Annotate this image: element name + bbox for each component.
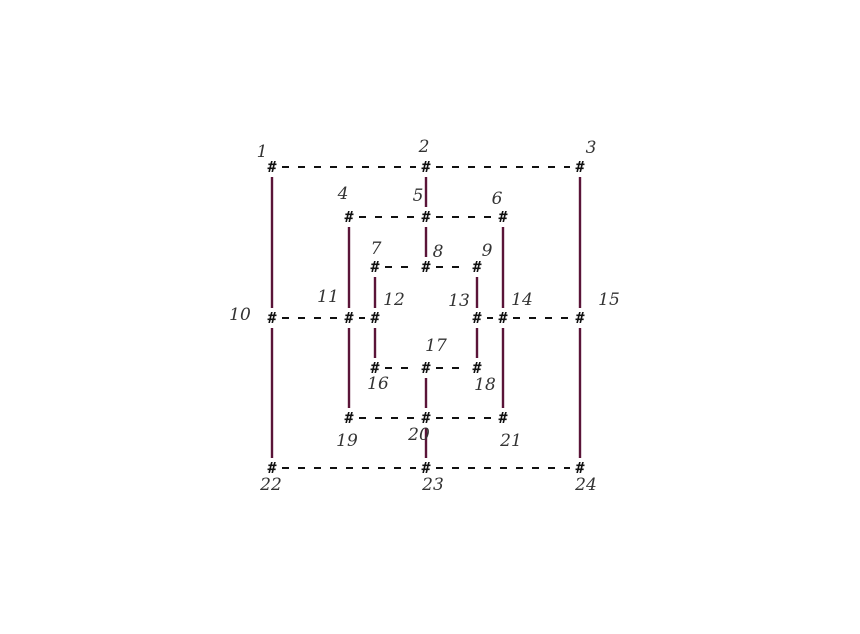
node-mark-11[interactable]: # — [344, 309, 353, 327]
node-label-3: 3 — [586, 138, 597, 158]
node-label-11: 11 — [317, 287, 339, 307]
node-mark-24[interactable]: # — [575, 459, 584, 477]
node-label-9: 9 — [482, 241, 493, 261]
node-label-6: 6 — [492, 189, 503, 209]
node-label-13: 13 — [448, 291, 470, 311]
node-label-17: 17 — [425, 336, 447, 356]
node-label-24: 24 — [574, 475, 597, 495]
node-label-23: 23 — [421, 475, 444, 495]
node-mark-13[interactable]: # — [472, 309, 481, 327]
connection-lines — [270, 166, 582, 469]
node-label-7: 7 — [371, 239, 382, 259]
node-mark-14[interactable]: # — [498, 309, 507, 327]
node-mark-12[interactable]: # — [370, 309, 379, 327]
node-mark-10[interactable]: # — [267, 309, 276, 327]
node-mark-7[interactable]: # — [370, 258, 379, 276]
node-mark-19[interactable]: # — [344, 409, 353, 427]
node-mark-4[interactable]: # — [344, 208, 353, 226]
node-mark-5[interactable]: # — [421, 208, 430, 226]
node-label-18: 18 — [474, 375, 496, 395]
node-mark-17[interactable]: # — [421, 359, 430, 377]
node-label-5: 5 — [413, 186, 424, 206]
node-mark-3[interactable]: # — [575, 158, 584, 176]
node-label-2: 2 — [418, 137, 430, 157]
node-label-4: 4 — [337, 184, 349, 204]
node-marks: # # # # # # # # # # # # # # # # # # # # # # # # — [267, 158, 584, 477]
node-label-19: 19 — [336, 431, 358, 451]
node-mark-18[interactable]: # — [472, 359, 481, 377]
node-mark-8[interactable]: # — [421, 258, 430, 276]
node-label-15: 15 — [598, 290, 620, 310]
node-label-22: 22 — [259, 475, 282, 495]
node-mark-21[interactable]: # — [498, 409, 507, 427]
node-label-21: 21 — [499, 431, 522, 451]
node-mark-20[interactable]: # — [421, 409, 430, 427]
node-label-16: 16 — [367, 374, 389, 394]
node-mark-15[interactable]: # — [575, 309, 584, 327]
node-mark-6[interactable]: # — [498, 208, 507, 226]
node-mark-9[interactable]: # — [472, 258, 481, 276]
node-mark-16[interactable]: # — [370, 359, 379, 377]
node-mark-23[interactable]: # — [421, 459, 430, 477]
node-mark-1[interactable]: # — [267, 158, 276, 176]
node-label-20: 20 — [407, 425, 430, 445]
node-label-10: 10 — [229, 305, 251, 325]
node-label-1: 1 — [257, 142, 268, 162]
node-mark-2[interactable]: # — [421, 158, 430, 176]
node-label-14: 14 — [511, 290, 533, 310]
node-label-12: 12 — [383, 290, 405, 310]
node-label-8: 8 — [433, 242, 444, 262]
node-mark-22[interactable]: # — [267, 459, 276, 477]
